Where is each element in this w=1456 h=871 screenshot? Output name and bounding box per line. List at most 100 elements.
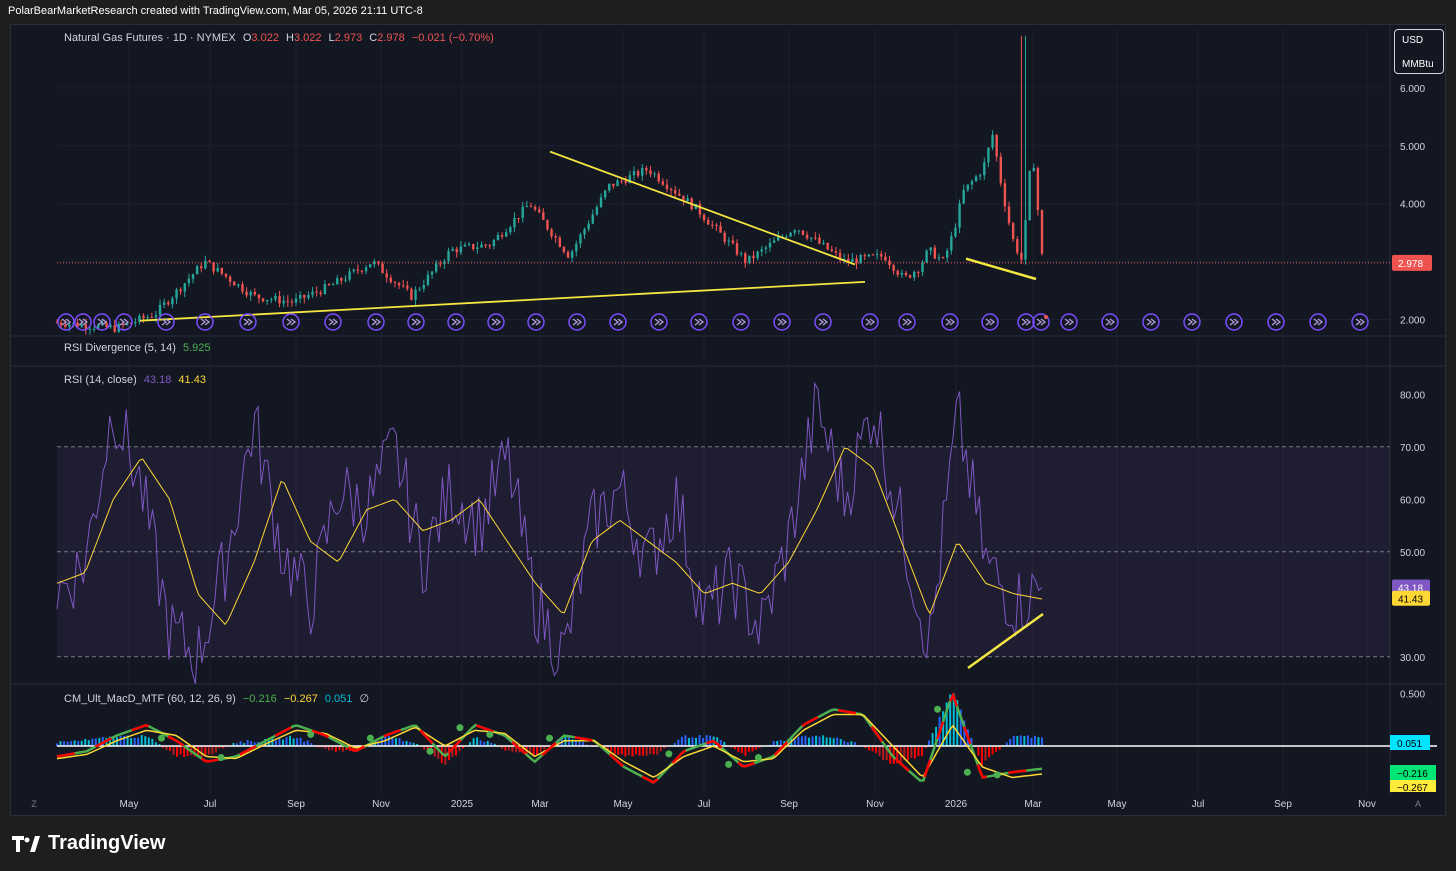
candle-body bbox=[467, 244, 471, 246]
macd-histogram-bar bbox=[988, 746, 991, 758]
macd-histogram-bar bbox=[680, 736, 683, 746]
arrow-circle-chevrons bbox=[78, 318, 89, 326]
macd-histogram-bar bbox=[642, 746, 645, 756]
arrow-circle-ring bbox=[93, 313, 111, 331]
macd-histogram-bar bbox=[356, 746, 359, 752]
macd-histogram-bar bbox=[945, 702, 948, 746]
macd-histogram-bar bbox=[613, 746, 616, 754]
macd-histogram-bar bbox=[214, 746, 217, 753]
candle-body bbox=[636, 171, 640, 176]
macd-histogram-bar bbox=[409, 741, 412, 746]
x-tick-label: Mar bbox=[1024, 799, 1042, 810]
macd-legend: CM_Ult_MacD_MTF (60, 12, 26, 9) −0.216 −… bbox=[64, 692, 373, 705]
rsi-name[interactable]: RSI (14, close) bbox=[64, 374, 137, 386]
candle-body bbox=[608, 183, 611, 191]
macd-histogram-bar bbox=[786, 740, 789, 746]
arrow-circle-ring bbox=[1183, 313, 1201, 331]
rsi-ma-line bbox=[56, 447, 1043, 626]
macd-histogram-bar bbox=[80, 740, 83, 746]
macd-histogram-bar bbox=[250, 741, 253, 746]
macd-histogram-bar bbox=[755, 746, 758, 750]
candle-body bbox=[261, 298, 265, 302]
macd-histogram-bar bbox=[186, 746, 189, 757]
candle-body bbox=[595, 207, 599, 215]
arrow-circle-ring bbox=[447, 313, 465, 331]
price-trendline bbox=[139, 280, 866, 322]
macd-histogram-bar bbox=[483, 741, 486, 746]
macd-histogram-bar bbox=[677, 739, 680, 746]
candle-body bbox=[562, 246, 566, 252]
unit-selector[interactable]: USD MMBtu bbox=[1394, 29, 1444, 74]
macd-histogram-bar bbox=[543, 746, 546, 750]
candle-body bbox=[298, 294, 302, 299]
macd-histogram-bar bbox=[617, 746, 620, 755]
currency-label: USD bbox=[1402, 35, 1424, 46]
arrow-circle-ring bbox=[1017, 313, 1035, 331]
candle-body bbox=[896, 271, 899, 275]
candle-body bbox=[500, 235, 504, 237]
macd-histogram-bar bbox=[627, 746, 630, 756]
macd-histogram-bar bbox=[77, 740, 80, 746]
symbol-label[interactable]: Natural Gas Futures · 1D · NYMEX bbox=[64, 32, 236, 44]
arrow-circle-icon bbox=[447, 313, 465, 331]
candle-body bbox=[278, 295, 281, 304]
arrow-circle-icon bbox=[57, 313, 75, 331]
candle-body bbox=[851, 258, 854, 263]
macd-cross-dot bbox=[546, 734, 553, 742]
candle-body bbox=[121, 323, 125, 325]
macd-histogram-bar bbox=[179, 746, 182, 755]
macd-histogram-bar bbox=[931, 733, 934, 746]
candle-body bbox=[97, 324, 100, 329]
macd-histogram-bar bbox=[719, 739, 722, 746]
macd-cross-dot bbox=[157, 734, 165, 742]
candle-body bbox=[509, 227, 512, 233]
arrow-circle-ring bbox=[1267, 313, 1285, 331]
arrow-circle-chevrons bbox=[411, 318, 422, 326]
arrow-circle-icon bbox=[324, 313, 342, 331]
candle-body bbox=[805, 234, 809, 239]
candle-body bbox=[270, 299, 273, 301]
macd-histogram-bar bbox=[394, 738, 397, 746]
macd-histogram-bar bbox=[772, 740, 775, 746]
macd-cross-dot bbox=[366, 734, 374, 742]
candle-body bbox=[319, 292, 322, 294]
candle-body bbox=[224, 273, 228, 277]
macd-histogram-bar bbox=[289, 735, 292, 746]
macd-histogram-bar bbox=[807, 737, 810, 746]
macd-cross-dot bbox=[665, 750, 673, 758]
arrow-circle-ring bbox=[981, 313, 999, 331]
macd-histogram-bar bbox=[868, 746, 871, 751]
macd-histogram-bar bbox=[529, 746, 532, 754]
candle-body bbox=[991, 134, 994, 148]
divergence-name[interactable]: RSI Divergence (5, 14) bbox=[64, 342, 176, 354]
candle-body bbox=[649, 170, 652, 174]
macd-histogram-bar bbox=[885, 746, 888, 760]
candle-body bbox=[401, 285, 405, 287]
candle-body bbox=[859, 255, 862, 264]
macd-histogram-bar bbox=[193, 746, 196, 757]
candle-body bbox=[195, 266, 199, 275]
arrow-circle-ring bbox=[1032, 313, 1050, 331]
arrow-circle-chevrons bbox=[243, 318, 254, 326]
macd-histogram-bar bbox=[871, 746, 874, 752]
macd-name[interactable]: CM_Ult_MacD_MTF (60, 12, 26, 9) bbox=[64, 693, 236, 705]
macd-histogram-bar bbox=[507, 746, 510, 751]
macd-histogram-bar bbox=[154, 742, 157, 746]
macd-histogram-bar bbox=[917, 746, 920, 757]
x-tick-label: May bbox=[120, 799, 139, 810]
arrow-circle-ring bbox=[487, 313, 505, 331]
candle-body bbox=[917, 271, 920, 273]
macd-histogram-bar bbox=[910, 746, 913, 758]
rsi-trendline bbox=[967, 612, 1044, 670]
candle-body bbox=[101, 322, 104, 325]
candle-body bbox=[983, 162, 986, 176]
macd-histogram-bar bbox=[924, 746, 927, 748]
macd-histogram-bar bbox=[387, 735, 390, 746]
candle-body bbox=[517, 218, 520, 220]
candle-body bbox=[439, 263, 442, 265]
candle-body bbox=[348, 271, 351, 280]
candle-body bbox=[459, 246, 463, 253]
candle-body bbox=[715, 224, 718, 226]
macd-histogram-bar bbox=[797, 736, 800, 746]
